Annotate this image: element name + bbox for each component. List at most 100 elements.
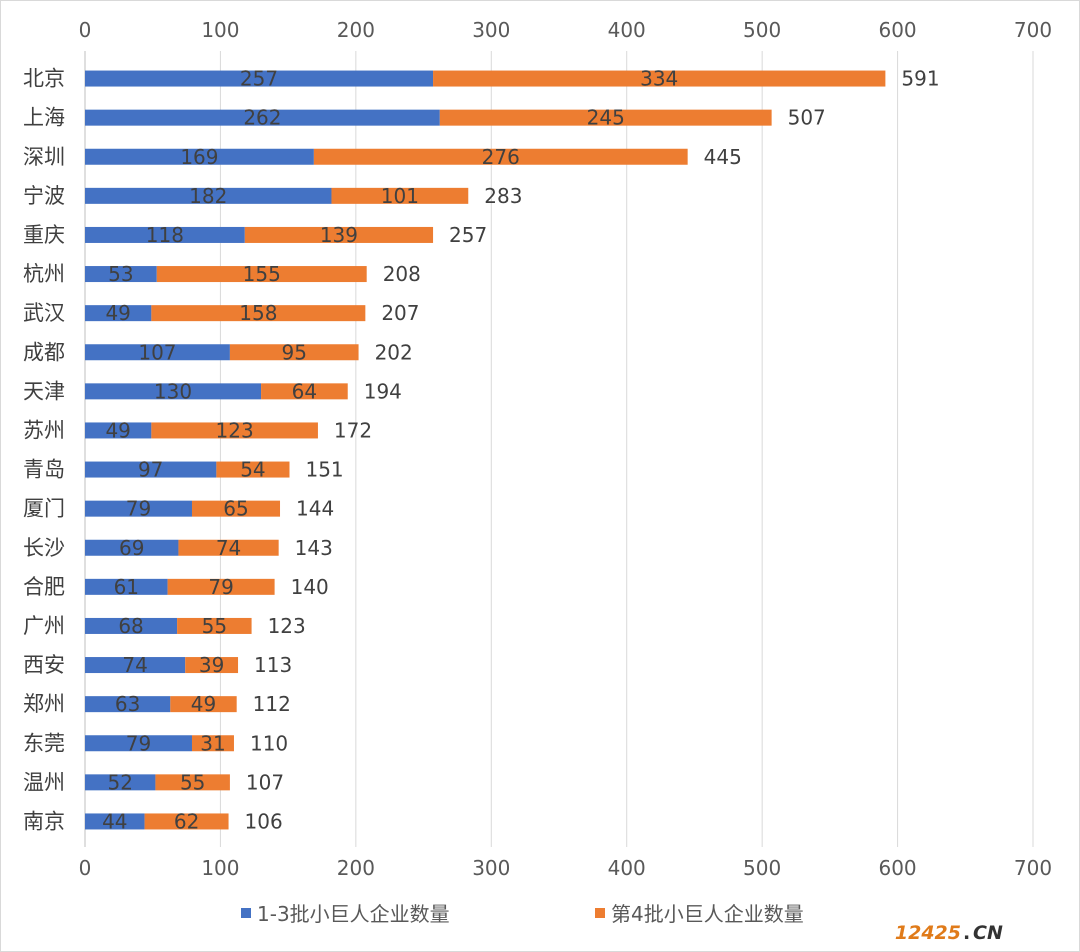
category-label: 青岛 (23, 458, 65, 482)
top-tick-label: 300 (472, 18, 510, 42)
legend-label-series-1: 1-3批小巨人企业数量 (257, 902, 450, 926)
total-label: 107 (246, 770, 284, 794)
data-label: 97 (138, 458, 163, 482)
bottom-x-axis: 0 100 200 300 400 500 600 700 (79, 856, 1052, 880)
bottom-tick-label: 300 (472, 856, 510, 880)
category-label: 武汉 (23, 301, 65, 325)
watermark: 12425 . CN (895, 922, 1003, 944)
bar-series-2 (191, 500, 281, 517)
data-label: 79 (126, 731, 151, 755)
total-label: 507 (788, 106, 826, 130)
top-tick-label: 100 (201, 18, 239, 42)
category-label: 深圳 (23, 145, 65, 169)
top-x-axis: 0 100 200 300 400 500 600 700 (79, 18, 1052, 42)
top-tick-label: 200 (337, 18, 375, 42)
data-label: 107 (138, 340, 176, 364)
data-label: 49 (105, 301, 130, 325)
total-label: 283 (484, 184, 522, 208)
gridlines (84, 51, 1034, 847)
total-label: 123 (268, 614, 306, 638)
top-tick-label: 400 (608, 18, 646, 42)
data-label: 52 (107, 770, 132, 794)
bottom-tick-label: 600 (878, 856, 916, 880)
bar-series-1 (85, 187, 332, 204)
data-label: 53 (108, 262, 133, 286)
bar-series-2 (433, 70, 886, 87)
bar-series-2 (151, 305, 366, 322)
category-label: 苏州 (23, 418, 65, 442)
data-label: 63 (115, 692, 140, 716)
bar-series-1 (85, 109, 440, 126)
bar-series-1 (85, 305, 152, 322)
data-label: 276 (482, 145, 520, 169)
category-label: 杭州 (23, 262, 65, 286)
bar-series-2 (155, 774, 230, 791)
data-label: 39 (199, 653, 224, 677)
bar-series-2 (151, 422, 318, 439)
data-label: 65 (223, 497, 248, 521)
bar-series-2 (156, 266, 367, 283)
data-label: 55 (180, 770, 205, 794)
total-label: 208 (383, 262, 421, 286)
bar-series-2 (216, 461, 290, 478)
bar-series-1 (85, 500, 192, 517)
data-label: 74 (122, 653, 147, 677)
bar-series-2 (331, 187, 469, 204)
watermark-suffix: CN (973, 922, 1003, 944)
total-label: 591 (901, 67, 939, 91)
bar-series-1 (85, 461, 217, 478)
category-label: 上海 (23, 106, 65, 130)
bar-series-1 (85, 657, 186, 674)
data-label: 79 (208, 575, 233, 599)
total-label: 113 (254, 653, 292, 677)
legend: 1-3批小巨人企业数量 第4批小巨人企业数量 (241, 902, 804, 926)
bar-series-1 (85, 266, 157, 283)
total-label: 257 (449, 223, 487, 247)
data-label: 68 (118, 614, 143, 638)
top-tick-label: 600 (878, 18, 916, 42)
bar-series-1 (85, 383, 262, 400)
data-label: 169 (180, 145, 218, 169)
data-label: 123 (216, 418, 254, 442)
data-label: 79 (126, 497, 151, 521)
bar-series-2 (439, 109, 772, 126)
bottom-tick-label: 100 (201, 856, 239, 880)
category-label: 南京 (23, 809, 65, 833)
total-label: 202 (375, 340, 413, 364)
category-label: 北京 (23, 67, 65, 91)
data-label: 257 (240, 67, 278, 91)
bar-series-1 (85, 617, 178, 634)
data-label: 61 (114, 575, 139, 599)
bar-series-1 (85, 226, 245, 243)
bars: 257 334 591 262 245 507 169 276 445 182 101 283 118 1… (85, 67, 940, 833)
data-label: 158 (239, 301, 277, 325)
total-label: 445 (704, 145, 742, 169)
data-label: 182 (189, 184, 227, 208)
legend-marker-series-2 (595, 908, 605, 918)
bottom-tick-label: 0 (79, 856, 92, 880)
category-label: 天津 (23, 379, 65, 403)
bar-series-1 (85, 578, 168, 595)
data-label: 74 (216, 536, 241, 560)
data-label: 101 (381, 184, 419, 208)
data-label: 334 (640, 67, 678, 91)
category-label: 郑州 (23, 692, 65, 716)
bar-series-1 (85, 344, 230, 361)
bottom-tick-label: 500 (743, 856, 781, 880)
bar-series-2 (191, 735, 234, 752)
total-label: 207 (381, 301, 419, 325)
data-label: 139 (320, 223, 358, 247)
bar-series-2 (185, 657, 239, 674)
top-tick-label: 500 (743, 18, 781, 42)
bar-series-1 (85, 774, 156, 791)
bar-series-2 (144, 813, 229, 830)
bar-series-2 (261, 383, 348, 400)
bar-series-1 (85, 70, 434, 87)
bar-series-1 (85, 735, 192, 752)
bar-series-1 (85, 422, 152, 439)
bar-series-1 (85, 813, 145, 830)
top-tick-label: 700 (1014, 18, 1052, 42)
data-label: 130 (154, 379, 192, 403)
total-label: 194 (364, 379, 402, 403)
